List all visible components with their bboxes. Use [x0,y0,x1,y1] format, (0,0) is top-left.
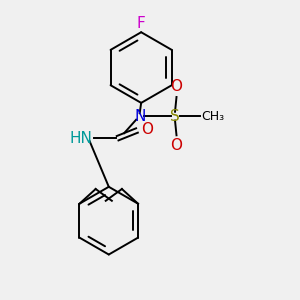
Text: HN: HN [70,131,93,146]
Text: O: O [170,79,182,94]
Text: CH₃: CH₃ [202,110,225,123]
Text: O: O [170,138,182,153]
Text: S: S [170,109,180,124]
Text: N: N [134,109,146,124]
Text: F: F [137,16,146,31]
Text: O: O [141,122,153,137]
